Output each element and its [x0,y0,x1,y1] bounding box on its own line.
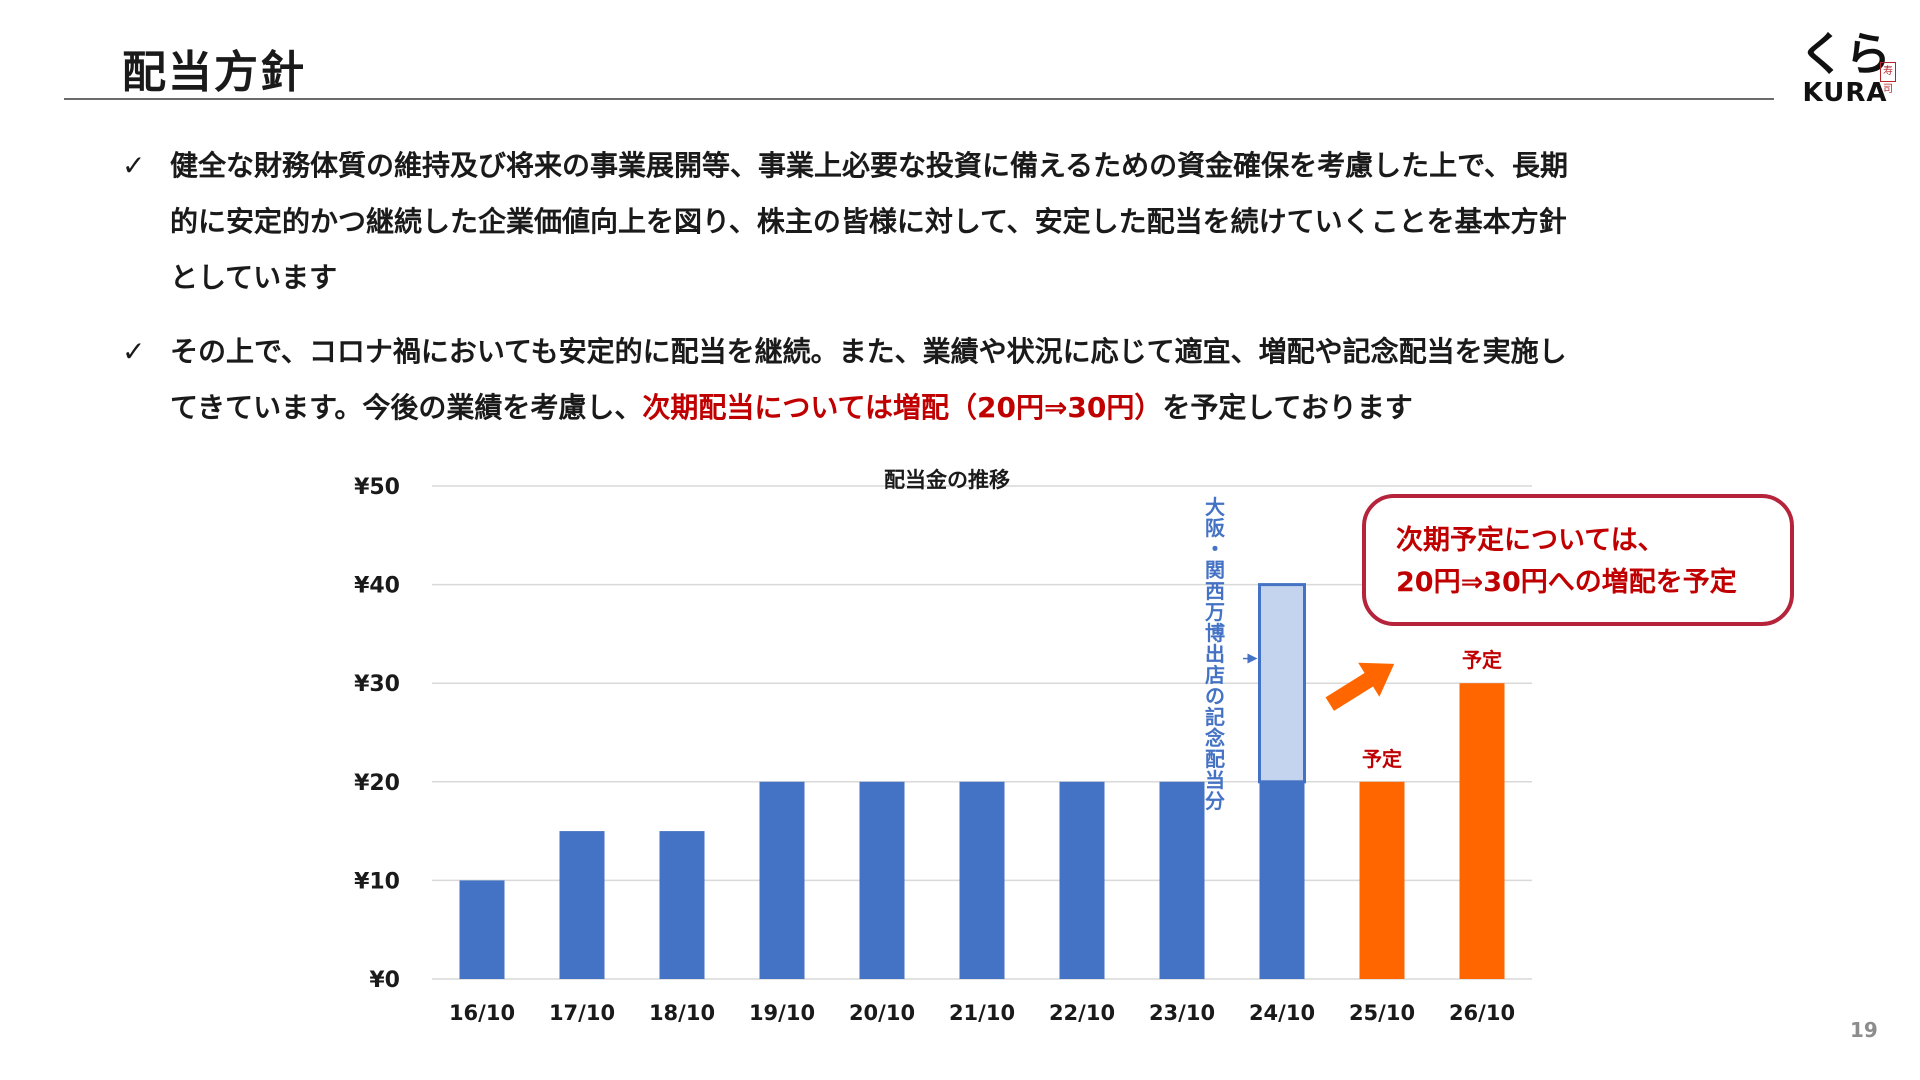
title-divider [64,98,1774,100]
callout-line: 次期予定については、 [1396,525,1665,556]
highlight-text: 次期配当については増配（20円⇒30円） [642,391,1163,424]
pointer-arrow-icon [1247,653,1258,664]
logo-word: KURA [1802,78,1888,108]
dividend-bar [859,781,905,979]
increase-arrow-icon [1325,662,1395,711]
y-tick-label: ¥50 [354,475,400,500]
bullet-line: その上で、コロナ禍においても安定的に配当を継続。また、業績や状況に応じて適宜、増… [170,335,1567,368]
forecast-bar [1359,781,1405,979]
page-number: 19 [1850,1018,1878,1042]
x-tick-label: 21/10 [949,1001,1015,1025]
increase-arrow-shape [1325,662,1395,711]
dividend-bar [959,781,1005,979]
page-title: 配当方針 [122,47,306,98]
check-icon: ✓ [122,335,146,368]
logo-mark: くら [1799,27,1891,81]
kura-logo: くら 寿司 KURA [1790,27,1900,108]
y-tick-label: ¥20 [354,771,400,796]
callout-line: 20円⇒30円への増配を予定 [1396,567,1737,598]
bullet-line: てきています。今後の業績を考慮し、次期配当については増配（20円⇒30円）を予定… [170,380,1782,436]
forecast-label: 予定 [1462,648,1502,672]
bullet-basic-policy: ✓ 健全な財務体質の維持及び将来の事業展開等、事業上必要な投資に備えるための資金… [122,138,1782,306]
x-tick-label: 16/10 [449,1001,515,1025]
dividend-bar [459,880,505,979]
dividend-bar [1259,781,1305,979]
check-icon: ✓ [122,149,146,182]
y-tick-label: ¥40 [354,574,400,599]
bullet-text: てきています。今後の業績を考慮し、 [170,391,643,424]
commemorative-annotation: 大阪・関西万博出店の記念配当分 [1204,495,1226,813]
bullet-line: 健全な財務体質の維持及び将来の事業展開等、事業上必要な投資に備えるための資金確保… [170,149,1569,182]
x-tick-label: 25/10 [1349,1001,1415,1025]
forecast-label: 予定 [1362,747,1402,771]
dividend-bar [1159,781,1205,979]
commemorative-bar [1258,583,1306,784]
chart-title: 配当金の推移 [884,468,1010,492]
y-tick-label: ¥30 [354,672,400,697]
x-tick-label: 22/10 [1049,1001,1115,1025]
dividend-bar [659,831,705,979]
y-tick-label: ¥10 [354,869,400,894]
x-tick-label: 17/10 [549,1001,615,1025]
dividend-bar [1059,781,1105,979]
bullet-line: 的に安定的かつ継続した企業価値向上を図り、株主の皆様に対して、安定した配当を続け… [170,205,1567,238]
dividend-bar [559,831,605,979]
dividend-bar [759,781,805,979]
policy-bullets: ✓ 健全な財務体質の維持及び将来の事業展開等、事業上必要な投資に備えるための資金… [122,138,1782,454]
bullet-line: としています [170,261,338,294]
x-tick-label: 24/10 [1249,1001,1315,1025]
x-tick-label: 19/10 [749,1001,815,1025]
y-tick-label: ¥0 [369,968,400,993]
forecast-callout: 次期予定については、 20円⇒30円への増配を予定 [1362,494,1794,626]
bullet-dividend-plan: ✓ その上で、コロナ禍においても安定的に配当を継続。また、業績や状況に応じて適宜… [122,324,1782,436]
x-tick-label: 20/10 [849,1001,915,1025]
bullet-text: を予定しております [1162,391,1413,424]
x-tick-label: 26/10 [1449,1001,1515,1025]
x-tick-label: 18/10 [649,1001,715,1025]
logo-seal: 寿司 [1880,62,1896,95]
forecast-bar [1459,683,1505,979]
x-tick-label: 23/10 [1149,1001,1215,1025]
